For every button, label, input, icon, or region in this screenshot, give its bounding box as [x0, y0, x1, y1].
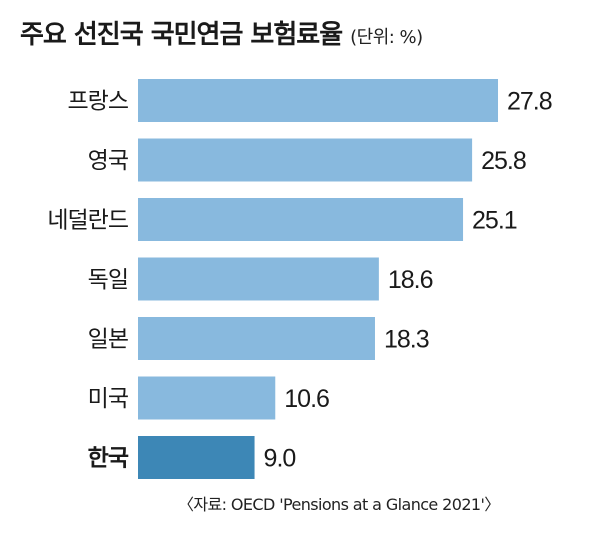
chart-header: 주요 선진국 국민연금 보험료율 (단위: %) — [20, 14, 423, 51]
category-label-1: 영국 — [88, 148, 128, 174]
bar-0 — [138, 79, 499, 122]
bar-5 — [138, 376, 276, 420]
chart-title: 주요 선진국 국민연금 보험료율 — [20, 20, 343, 50]
category-label-6: 한국 — [88, 446, 129, 472]
category-label-5: 미국 — [88, 386, 128, 412]
source-note: 〈자료: OECD 'Pensions at a Glance 2021'〉 — [178, 495, 500, 514]
category-label-3: 독일 — [88, 267, 128, 293]
value-label-6: 9.0 — [264, 445, 296, 473]
value-label-0: 27.8 — [507, 88, 552, 116]
bar-1 — [138, 138, 473, 182]
bar-4 — [138, 317, 375, 360]
value-label-1: 25.8 — [481, 147, 526, 175]
value-label-3: 18.6 — [388, 266, 433, 294]
bar-3 — [138, 257, 379, 301]
bar-6 — [138, 436, 255, 479]
category-label-2: 네덜란드 — [47, 208, 128, 234]
value-label-2: 25.1 — [472, 207, 517, 235]
category-label-4: 일본 — [88, 327, 128, 353]
bar-2 — [138, 198, 464, 241]
category-label-0: 프랑스 — [68, 89, 128, 115]
value-label-5: 10.6 — [284, 385, 329, 413]
value-label-4: 18.3 — [384, 326, 429, 354]
unit-label: (단위: %) — [350, 27, 423, 48]
